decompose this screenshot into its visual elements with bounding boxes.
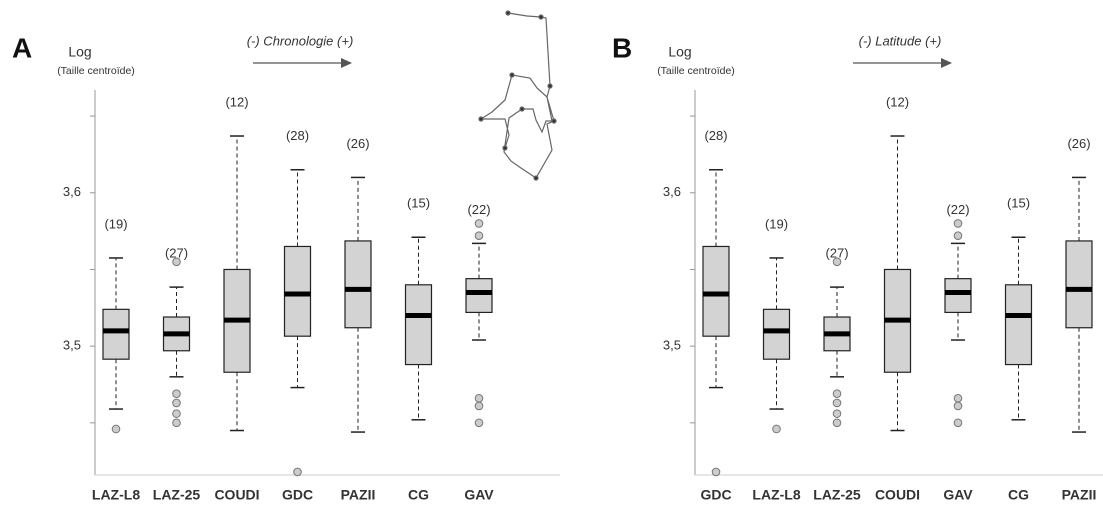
shape-point <box>533 175 539 181</box>
outlier <box>832 409 842 418</box>
box <box>344 240 372 329</box>
box <box>702 245 730 337</box>
y-tick-label: 3,5 <box>663 338 681 353</box>
box <box>944 278 972 314</box>
annotation: (-) Chronologie (+) <box>247 33 354 48</box>
x-tick-label: GAV <box>943 487 973 503</box>
y-tick-label: 3,6 <box>663 184 681 199</box>
outlier <box>474 401 484 411</box>
outlier <box>474 231 484 241</box>
x-tick-label: LAZ-L8 <box>752 487 800 503</box>
axis-subtitle: (Taille centroïde) <box>57 65 135 77</box>
count-label: (19) <box>765 216 788 231</box>
outlier <box>172 389 181 399</box>
x-tick-label: PAZII <box>341 487 376 503</box>
arrow-head <box>941 58 952 68</box>
outlier <box>474 219 484 228</box>
count-label: (15) <box>407 196 430 211</box>
x-tick-label: PAZII <box>1062 487 1097 503</box>
axis-title: Log <box>668 44 691 60</box>
count-label: (15) <box>1007 196 1030 211</box>
shape-point <box>502 145 508 151</box>
panel-letter: A <box>12 32 32 63</box>
shape-point <box>551 118 557 124</box>
count-label: (12) <box>225 94 248 109</box>
count-label: (22) <box>946 202 969 217</box>
outlier <box>953 219 963 228</box>
outlier <box>832 398 842 408</box>
x-tick-label: GDC <box>282 487 313 503</box>
outlier <box>953 394 963 403</box>
count-label: (27) <box>825 246 848 261</box>
outlier <box>953 418 963 428</box>
outlier <box>832 257 842 267</box>
box <box>404 284 433 366</box>
outlier <box>474 418 484 428</box>
count-label: (27) <box>165 246 188 261</box>
x-tick-label: LAZ-25 <box>813 487 861 503</box>
outlier <box>474 394 484 403</box>
shape-point <box>519 106 525 112</box>
shape-point <box>505 10 511 16</box>
outlier <box>172 257 181 267</box>
arrow-head <box>341 58 352 68</box>
x-tick-label: CG <box>1008 487 1029 503</box>
outlier <box>172 418 181 428</box>
outlier <box>111 424 121 434</box>
outlier <box>293 467 302 477</box>
count-label: (22) <box>467 202 490 217</box>
outlier <box>953 401 963 411</box>
shape-point <box>547 83 553 89</box>
x-tick-label: LAZ-L8 <box>92 487 140 503</box>
outlier <box>172 398 181 408</box>
count-label: (19) <box>104 216 127 231</box>
annotation: (-) Latitude (+) <box>859 33 942 48</box>
axis-subtitle: (Taille centroïde) <box>657 65 735 77</box>
outline-shape <box>478 10 557 181</box>
x-tick-label: COUDI <box>214 487 259 503</box>
outlier <box>953 231 963 241</box>
box <box>1065 240 1093 329</box>
x-tick-label: LAZ-25 <box>153 487 201 503</box>
outlier <box>832 389 842 399</box>
count-label: (26) <box>1067 136 1090 151</box>
shape-point <box>538 14 544 20</box>
panel-letter: B <box>612 32 632 63</box>
x-tick-label: GDC <box>700 487 731 503</box>
x-tick-label: COUDI <box>875 487 920 503</box>
outlier <box>832 418 842 428</box>
box <box>1004 284 1033 366</box>
shape-line <box>478 12 555 179</box>
x-tick-label: GAV <box>464 487 494 503</box>
shape-point <box>509 72 515 78</box>
box <box>283 245 312 337</box>
count-label: (12) <box>886 94 909 109</box>
count-label: (28) <box>286 128 309 143</box>
y-tick-label: 3,5 <box>63 338 81 353</box>
box <box>102 308 130 360</box>
y-tick-label: 3,6 <box>63 184 81 199</box>
x-tick-label: CG <box>408 487 429 503</box>
outlier <box>172 409 181 418</box>
outlier <box>711 467 721 477</box>
shape-point <box>478 116 484 122</box>
count-label: (26) <box>346 136 369 151</box>
outlier <box>772 424 781 434</box>
box <box>465 278 493 314</box>
count-label: (28) <box>704 128 727 143</box>
box <box>762 308 791 360</box>
axis-title: Log <box>68 44 91 60</box>
